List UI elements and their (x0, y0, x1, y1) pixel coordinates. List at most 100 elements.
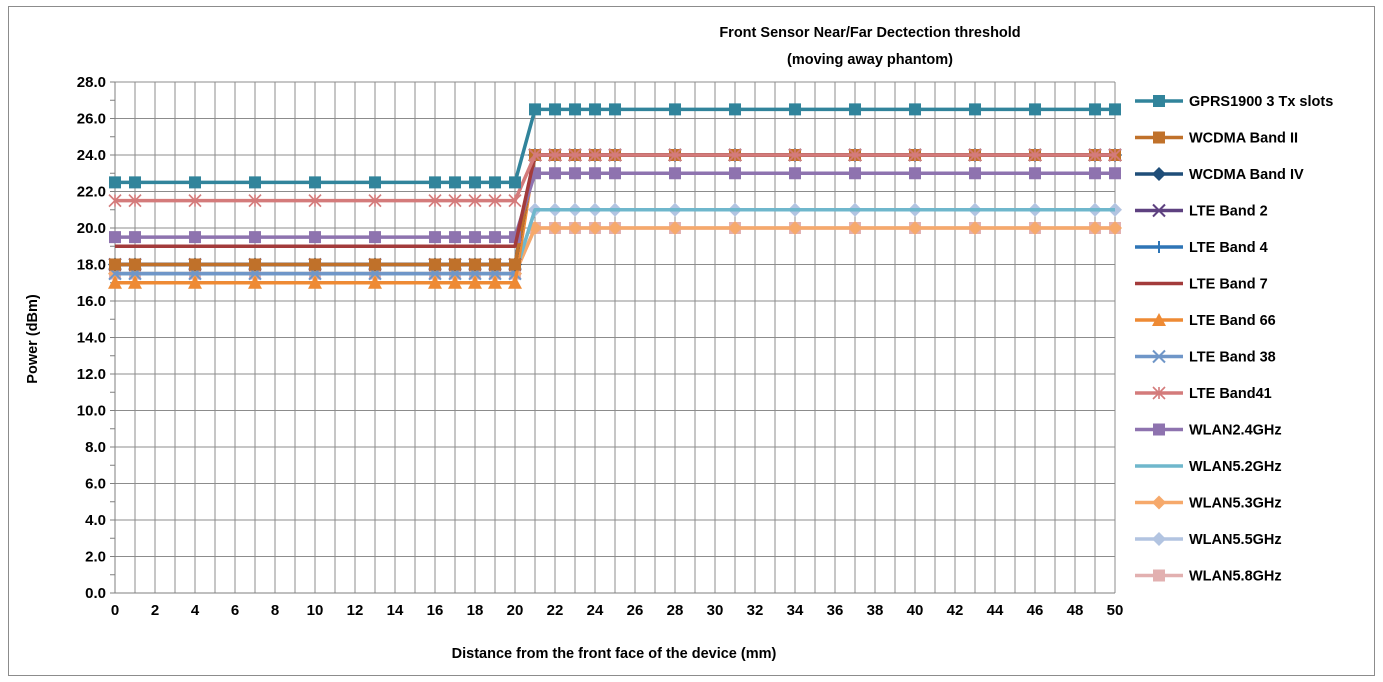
y-tick-label: 10.0 (77, 403, 106, 420)
data-point (669, 103, 681, 116)
legend-label: WLAN5.3GHz (1189, 496, 1282, 512)
data-point (1108, 221, 1122, 235)
data-point (189, 231, 201, 244)
data-point (128, 194, 142, 208)
data-point (1088, 221, 1102, 235)
data-point (249, 231, 261, 244)
data-point (1153, 423, 1165, 436)
x-tick-label: 22 (547, 602, 564, 619)
data-point (608, 148, 622, 162)
data-point (1153, 95, 1165, 107)
x-tick-label: 18 (467, 602, 484, 619)
legend-item: LTE Band 66 (1135, 313, 1276, 329)
data-point (248, 275, 262, 289)
tick-labels: 0 2 4 6 8 10 12 14 16 18 20 22 24 26 28 30 32 34 36 38 40 42 4… (77, 74, 1124, 619)
legend-label: WLAN5.2GHz (1189, 459, 1282, 475)
data-point (549, 103, 561, 116)
data-point (309, 258, 321, 271)
x-tick-label: 10 (307, 602, 324, 619)
data-point (609, 167, 621, 180)
data-point (189, 258, 201, 271)
x-tick-label: 28 (667, 602, 684, 619)
data-point (908, 221, 922, 235)
data-point (908, 148, 922, 162)
legend-item: WLAN2.4GHz (1135, 423, 1282, 439)
x-tick-label: 6 (231, 602, 239, 619)
data-point (469, 176, 481, 189)
x-tick-label: 12 (347, 602, 364, 619)
data-point (789, 167, 801, 180)
data-point (188, 275, 202, 289)
y-tick-label: 18.0 (77, 257, 106, 274)
legend-item: WLAN5.8GHz (1135, 569, 1282, 585)
data-point (449, 176, 461, 189)
data-point (848, 148, 862, 162)
data-point (848, 221, 862, 235)
data-point (529, 103, 541, 116)
x-tick-label: 30 (707, 602, 724, 619)
data-point (249, 176, 261, 189)
data-point (668, 221, 682, 235)
legend-label: LTE Band 66 (1189, 313, 1276, 329)
x-tick-label: 14 (387, 602, 404, 619)
x-tick-label: 26 (627, 602, 644, 619)
data-point (449, 231, 461, 244)
x-tick-label: 40 (907, 602, 924, 619)
data-point (1152, 203, 1166, 218)
data-point (588, 221, 602, 235)
data-point (1029, 167, 1041, 180)
y-tick-label: 0.0 (85, 585, 106, 602)
data-point (1152, 386, 1166, 400)
y-tick-label: 16.0 (77, 293, 106, 310)
data-point (1153, 569, 1165, 582)
data-point (489, 231, 501, 244)
chart-frame (8, 6, 1375, 676)
data-point (1109, 103, 1121, 116)
data-point (488, 275, 502, 289)
y-tick-label: 26.0 (77, 111, 106, 128)
legend-item: LTE Band 7 (1135, 277, 1268, 293)
x-tick-label: 44 (987, 602, 1004, 619)
legend-label: LTE Band 4 (1189, 240, 1268, 256)
data-point (1089, 167, 1101, 180)
data-point (509, 258, 521, 271)
legend-label: WLAN5.5GHz (1189, 532, 1282, 548)
x-tick-label: 32 (747, 602, 764, 619)
data-point (429, 231, 441, 244)
legend-label: LTE Band 2 (1189, 204, 1268, 220)
data-point (668, 148, 682, 162)
data-point (969, 103, 981, 116)
data-point (489, 258, 501, 271)
x-tick-label: 2 (151, 602, 159, 619)
x-tick-label: 34 (787, 602, 804, 619)
data-point (1089, 103, 1101, 116)
data-point (609, 103, 621, 116)
y-tick-label: 20.0 (77, 220, 106, 237)
data-point (109, 258, 121, 271)
data-point (849, 167, 861, 180)
data-point (548, 148, 562, 162)
data-point (188, 194, 202, 208)
legend-label: GPRS1900 3 Tx slots (1189, 94, 1333, 110)
data-point (729, 103, 741, 116)
data-point (369, 258, 381, 271)
y-tick-label: 4.0 (85, 512, 106, 529)
data-point (449, 258, 461, 271)
data-point (528, 148, 542, 162)
data-point (468, 275, 482, 289)
data-point (428, 275, 442, 289)
data-point (108, 275, 122, 289)
data-point (1088, 148, 1102, 162)
data-point (488, 194, 502, 208)
x-tick-label: 8 (271, 602, 279, 619)
data-point (448, 194, 462, 208)
x-tick-label: 38 (867, 602, 884, 619)
data-point (129, 176, 141, 189)
data-point (429, 258, 441, 271)
data-point (1108, 148, 1122, 162)
data-point (428, 194, 442, 208)
legend-label: WLAN5.8GHz (1189, 569, 1282, 585)
data-point (728, 148, 742, 162)
legend: GPRS1900 3 Tx slots WCDMA Band II WCDMA Ba… (1135, 94, 1333, 585)
